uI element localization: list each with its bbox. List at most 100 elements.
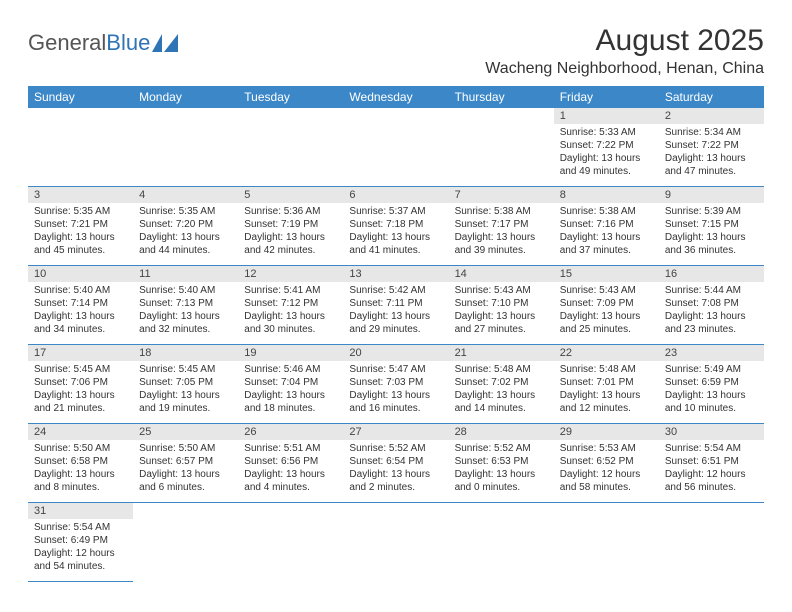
daylight-text-2: and 47 minutes. — [665, 165, 758, 178]
sunrise-text: Sunrise: 5:41 AM — [244, 284, 337, 297]
daylight-text-2: and 23 minutes. — [665, 323, 758, 336]
day-details: Sunrise: 5:51 AMSunset: 6:56 PMDaylight:… — [238, 440, 343, 498]
calendar-day-cell: .. — [28, 108, 133, 187]
daylight-text-2: and 6 minutes. — [139, 481, 232, 494]
daylight-text-2: and 16 minutes. — [349, 402, 442, 415]
day-number: 5 — [238, 187, 343, 203]
daylight-text: Daylight: 13 hours — [34, 231, 127, 244]
day-number: 6 — [343, 187, 448, 203]
calendar-day-cell: 19Sunrise: 5:46 AMSunset: 7:04 PMDayligh… — [238, 345, 343, 424]
daylight-text-2: and 4 minutes. — [244, 481, 337, 494]
day-number: 30 — [659, 424, 764, 440]
day-number: 15 — [554, 266, 659, 282]
calendar-day-cell: 27Sunrise: 5:52 AMSunset: 6:54 PMDayligh… — [343, 424, 448, 503]
calendar-day-cell: 15Sunrise: 5:43 AMSunset: 7:09 PMDayligh… — [554, 266, 659, 345]
sunrise-text: Sunrise: 5:42 AM — [349, 284, 442, 297]
sunset-text: Sunset: 7:19 PM — [244, 218, 337, 231]
daylight-text: Daylight: 13 hours — [349, 389, 442, 402]
calendar-day-cell: .. — [449, 503, 554, 582]
sunrise-text: Sunrise: 5:50 AM — [139, 442, 232, 455]
calendar-day-cell: .. — [659, 503, 764, 582]
calendar-header-row: SundayMondayTuesdayWednesdayThursdayFrid… — [28, 86, 764, 108]
sunrise-text: Sunrise: 5:43 AM — [455, 284, 548, 297]
daylight-text-2: and 42 minutes. — [244, 244, 337, 257]
sunrise-text: Sunrise: 5:35 AM — [34, 205, 127, 218]
day-details: Sunrise: 5:40 AMSunset: 7:14 PMDaylight:… — [28, 282, 133, 340]
daylight-text: Daylight: 13 hours — [560, 310, 653, 323]
day-details: Sunrise: 5:41 AMSunset: 7:12 PMDaylight:… — [238, 282, 343, 340]
sunset-text: Sunset: 7:01 PM — [560, 376, 653, 389]
sunrise-text: Sunrise: 5:48 AM — [560, 363, 653, 376]
calendar-day-cell: .. — [554, 503, 659, 582]
daylight-text-2: and 58 minutes. — [560, 481, 653, 494]
day-details: Sunrise: 5:38 AMSunset: 7:17 PMDaylight:… — [449, 203, 554, 261]
sunset-text: Sunset: 6:49 PM — [34, 534, 127, 547]
calendar-day-cell: 2Sunrise: 5:34 AMSunset: 7:22 PMDaylight… — [659, 108, 764, 187]
day-number: 17 — [28, 345, 133, 361]
daylight-text-2: and 56 minutes. — [665, 481, 758, 494]
calendar-day-cell: .. — [133, 108, 238, 187]
day-details: Sunrise: 5:36 AMSunset: 7:19 PMDaylight:… — [238, 203, 343, 261]
sunset-text: Sunset: 7:15 PM — [665, 218, 758, 231]
daylight-text: Daylight: 13 hours — [244, 231, 337, 244]
day-details: Sunrise: 5:44 AMSunset: 7:08 PMDaylight:… — [659, 282, 764, 340]
daylight-text: Daylight: 13 hours — [349, 231, 442, 244]
weekday-header: Monday — [133, 86, 238, 108]
sunset-text: Sunset: 7:03 PM — [349, 376, 442, 389]
day-details: Sunrise: 5:54 AMSunset: 6:51 PMDaylight:… — [659, 440, 764, 498]
sunrise-text: Sunrise: 5:40 AM — [34, 284, 127, 297]
calendar-day-cell: .. — [343, 108, 448, 187]
day-details: Sunrise: 5:33 AMSunset: 7:22 PMDaylight:… — [554, 124, 659, 182]
day-details: Sunrise: 5:52 AMSunset: 6:53 PMDaylight:… — [449, 440, 554, 498]
day-details: Sunrise: 5:48 AMSunset: 7:01 PMDaylight:… — [554, 361, 659, 419]
day-number: 10 — [28, 266, 133, 282]
day-details: Sunrise: 5:50 AMSunset: 6:58 PMDaylight:… — [28, 440, 133, 498]
day-number: 4 — [133, 187, 238, 203]
day-details: Sunrise: 5:45 AMSunset: 7:06 PMDaylight:… — [28, 361, 133, 419]
sunrise-text: Sunrise: 5:40 AM — [139, 284, 232, 297]
sunset-text: Sunset: 7:17 PM — [455, 218, 548, 231]
calendar-week-row: 24Sunrise: 5:50 AMSunset: 6:58 PMDayligh… — [28, 424, 764, 503]
day-number: 23 — [659, 345, 764, 361]
day-details: Sunrise: 5:45 AMSunset: 7:05 PMDaylight:… — [133, 361, 238, 419]
sunset-text: Sunset: 7:22 PM — [560, 139, 653, 152]
day-number: 11 — [133, 266, 238, 282]
weekday-header: Sunday — [28, 86, 133, 108]
day-details: Sunrise: 5:53 AMSunset: 6:52 PMDaylight:… — [554, 440, 659, 498]
day-details: Sunrise: 5:40 AMSunset: 7:13 PMDaylight:… — [133, 282, 238, 340]
daylight-text-2: and 25 minutes. — [560, 323, 653, 336]
calendar-day-cell: 7Sunrise: 5:38 AMSunset: 7:17 PMDaylight… — [449, 187, 554, 266]
calendar-day-cell: 20Sunrise: 5:47 AMSunset: 7:03 PMDayligh… — [343, 345, 448, 424]
sunrise-text: Sunrise: 5:45 AM — [34, 363, 127, 376]
daylight-text: Daylight: 13 hours — [139, 389, 232, 402]
calendar-day-cell: 24Sunrise: 5:50 AMSunset: 6:58 PMDayligh… — [28, 424, 133, 503]
day-details: Sunrise: 5:43 AMSunset: 7:09 PMDaylight:… — [554, 282, 659, 340]
daylight-text-2: and 12 minutes. — [560, 402, 653, 415]
daylight-text-2: and 27 minutes. — [455, 323, 548, 336]
weekday-header: Wednesday — [343, 86, 448, 108]
day-number: 24 — [28, 424, 133, 440]
day-number: 13 — [343, 266, 448, 282]
daylight-text-2: and 10 minutes. — [665, 402, 758, 415]
day-number: 1 — [554, 108, 659, 124]
calendar-day-cell: 25Sunrise: 5:50 AMSunset: 6:57 PMDayligh… — [133, 424, 238, 503]
sunrise-text: Sunrise: 5:47 AM — [349, 363, 442, 376]
sunrise-text: Sunrise: 5:52 AM — [455, 442, 548, 455]
daylight-text: Daylight: 13 hours — [665, 231, 758, 244]
daylight-text: Daylight: 12 hours — [665, 468, 758, 481]
daylight-text-2: and 49 minutes. — [560, 165, 653, 178]
sunrise-text: Sunrise: 5:48 AM — [455, 363, 548, 376]
calendar-day-cell: .. — [238, 108, 343, 187]
day-details: Sunrise: 5:49 AMSunset: 6:59 PMDaylight:… — [659, 361, 764, 419]
location-subtitle: Wacheng Neighborhood, Henan, China — [485, 60, 764, 78]
daylight-text: Daylight: 13 hours — [139, 310, 232, 323]
sunset-text: Sunset: 7:06 PM — [34, 376, 127, 389]
sunrise-text: Sunrise: 5:39 AM — [665, 205, 758, 218]
sunrise-text: Sunrise: 5:54 AM — [34, 521, 127, 534]
calendar-day-cell: 1Sunrise: 5:33 AMSunset: 7:22 PMDaylight… — [554, 108, 659, 187]
day-number: 27 — [343, 424, 448, 440]
day-details: Sunrise: 5:43 AMSunset: 7:10 PMDaylight:… — [449, 282, 554, 340]
calendar-day-cell: 11Sunrise: 5:40 AMSunset: 7:13 PMDayligh… — [133, 266, 238, 345]
calendar-day-cell: 4Sunrise: 5:35 AMSunset: 7:20 PMDaylight… — [133, 187, 238, 266]
weekday-header: Thursday — [449, 86, 554, 108]
